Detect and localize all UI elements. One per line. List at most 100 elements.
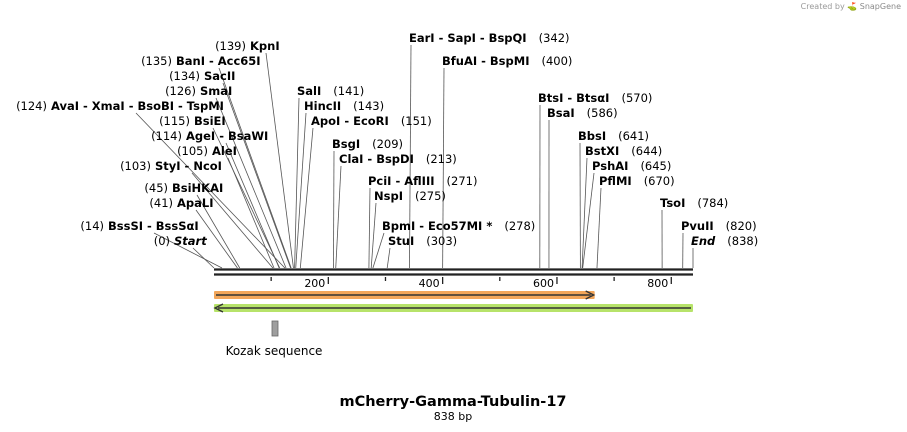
restriction-site-labels: (14) BssSI - BssSαI(0) Start (45) BsiHKAI(41… [16, 31, 758, 248]
site-connector [191, 172, 274, 269]
arrow-right-icon [585, 290, 596, 300]
restriction-site-label[interactable]: StuI (303) [388, 234, 457, 248]
enzyme-name: KpnI [250, 39, 280, 53]
sequence-name: mCherry-Gamma-Tubulin-17 [339, 394, 566, 410]
restriction-site-label[interactable]: TsoI (784) [660, 196, 728, 210]
site-position: (784) [697, 196, 728, 210]
ruler-tick-label: 400 [419, 277, 440, 290]
enzyme-name: SalI [297, 84, 321, 98]
enzyme-name: End [691, 234, 716, 248]
restriction-site-label[interactable]: (134) SacII [169, 69, 235, 83]
enzyme-name: BsgI [332, 137, 360, 151]
restriction-site-label[interactable]: BtsI - BtsαI (570) [538, 91, 652, 105]
enzyme-name: Start [174, 234, 207, 248]
site-connector [294, 97, 300, 269]
enzyme-name: BsaI [547, 106, 575, 120]
restriction-site-label[interactable]: (41) ApaLI [149, 196, 213, 210]
site-position: (271) [447, 174, 478, 188]
enzyme-name: StuI [388, 234, 414, 248]
site-connector [372, 232, 385, 269]
restriction-site-label[interactable]: PvuII (820) [681, 219, 757, 233]
restriction-site-label[interactable]: BfuAI - BspMI (400) [442, 54, 572, 68]
site-position: (151) [401, 114, 432, 128]
site-position: (139) [215, 39, 246, 53]
restriction-site-label[interactable]: PciI - AflIII (271) [368, 174, 477, 188]
site-position: (342) [539, 31, 570, 45]
enzyme-name: BtsI - BtsαI [538, 91, 609, 105]
enzyme-name: BbsI [578, 129, 606, 143]
sequence-length: 838 bp [434, 410, 472, 423]
enzyme-name: StyI - NcoI [155, 159, 222, 173]
enzyme-name: PvuII [681, 219, 714, 233]
site-position: (141) [333, 84, 364, 98]
restriction-site-label[interactable]: (45) BsiHKAI [144, 181, 223, 195]
restriction-site-label[interactable]: (135) BanI - Acc65I [141, 54, 261, 68]
site-connector [212, 127, 281, 269]
credit-brand: SnapGene [859, 2, 901, 11]
site-connector [409, 44, 412, 269]
restriction-site-label[interactable]: (115) BsiEI [159, 114, 226, 128]
ruler-tick-label: 600 [533, 277, 554, 290]
enzyme-name: BfuAI - BspMI [442, 54, 529, 68]
site-position: (209) [372, 137, 403, 151]
restriction-site-label[interactable]: PshAI (645) [592, 159, 671, 173]
restriction-site-label[interactable]: NspI (275) [374, 189, 446, 203]
site-position: (644) [631, 144, 662, 158]
site-connector [135, 112, 286, 269]
site-position: (124) [16, 99, 47, 113]
site-connector [442, 67, 445, 269]
site-position: (126) [165, 84, 196, 98]
site-connector [196, 194, 241, 269]
site-connector [225, 142, 280, 269]
enzyme-name: PflMI [599, 174, 632, 188]
restriction-site-label[interactable]: (114) AgeI - BsaWI [151, 129, 268, 143]
site-connector [192, 247, 215, 269]
site-position: (103) [120, 159, 151, 173]
site-position: (213) [426, 152, 457, 166]
restriction-site-label[interactable]: HincII (143) [304, 99, 384, 113]
restriction-site-label[interactable]: ClaI - BspDI (213) [339, 152, 457, 166]
restriction-site-label[interactable]: SalI (141) [297, 84, 364, 98]
site-connector [265, 52, 294, 269]
site-position: (838) [727, 234, 758, 248]
enzyme-name: AvaI - XmaI - BsoBI - TspMI [51, 99, 224, 113]
restriction-site-label[interactable]: BsgI (209) [332, 137, 403, 151]
site-connector [299, 127, 314, 269]
site-connector [368, 187, 371, 269]
restriction-site-label[interactable]: BstXI (644) [585, 144, 662, 158]
restriction-site-label[interactable]: BsaI (586) [547, 106, 618, 120]
site-position: (14) [80, 219, 104, 233]
restriction-site-label[interactable]: (105) AleI [177, 144, 237, 158]
restriction-site-label[interactable]: (103) StyI - NcoI [120, 159, 222, 173]
restriction-site-label[interactable]: (139) KpnI [215, 39, 280, 53]
site-connector [222, 82, 291, 269]
feature-label: Kozak sequence [226, 344, 323, 358]
restriction-site-label[interactable]: (14) BssSI - BssSαI [80, 219, 198, 233]
site-connector [215, 97, 287, 269]
restriction-site-label[interactable]: BbsI (641) [578, 129, 649, 143]
site-connector [218, 67, 292, 269]
feature-track: Kozak sequence [213, 290, 693, 358]
enzyme-name: NspI [374, 189, 403, 203]
enzyme-name: BsiEI [194, 114, 226, 128]
enzyme-name: TsoI [660, 196, 685, 210]
site-position: (670) [644, 174, 675, 188]
enzyme-name: SmaI [200, 84, 232, 98]
arrow-left-icon [213, 303, 224, 313]
site-position: (0) [154, 234, 170, 248]
restriction-site-label[interactable]: (124) AvaI - XmaI - BsoBI - TspMI [16, 99, 224, 113]
restriction-site-label[interactable]: End (838) [691, 234, 758, 248]
site-position: (586) [587, 106, 618, 120]
restriction-site-label[interactable]: PflMI (670) [599, 174, 675, 188]
restriction-site-label[interactable]: (126) SmaI [165, 84, 232, 98]
site-position: (303) [426, 234, 457, 248]
restriction-site-label[interactable]: ApoI - EcoRI (151) [311, 114, 432, 128]
enzyme-name: HincII [304, 99, 341, 113]
restriction-site-label[interactable]: EarI - SapI - BspQI (342) [409, 31, 570, 45]
restriction-site-label[interactable]: (0) Start [154, 234, 208, 248]
kozak-feature-box[interactable] [271, 320, 279, 337]
credit-prefix: Created by [800, 2, 845, 11]
restriction-site-label[interactable]: BpmI - Eco57MI * (278) [382, 219, 535, 233]
enzyme-name: BpmI - Eco57MI * [382, 219, 492, 233]
